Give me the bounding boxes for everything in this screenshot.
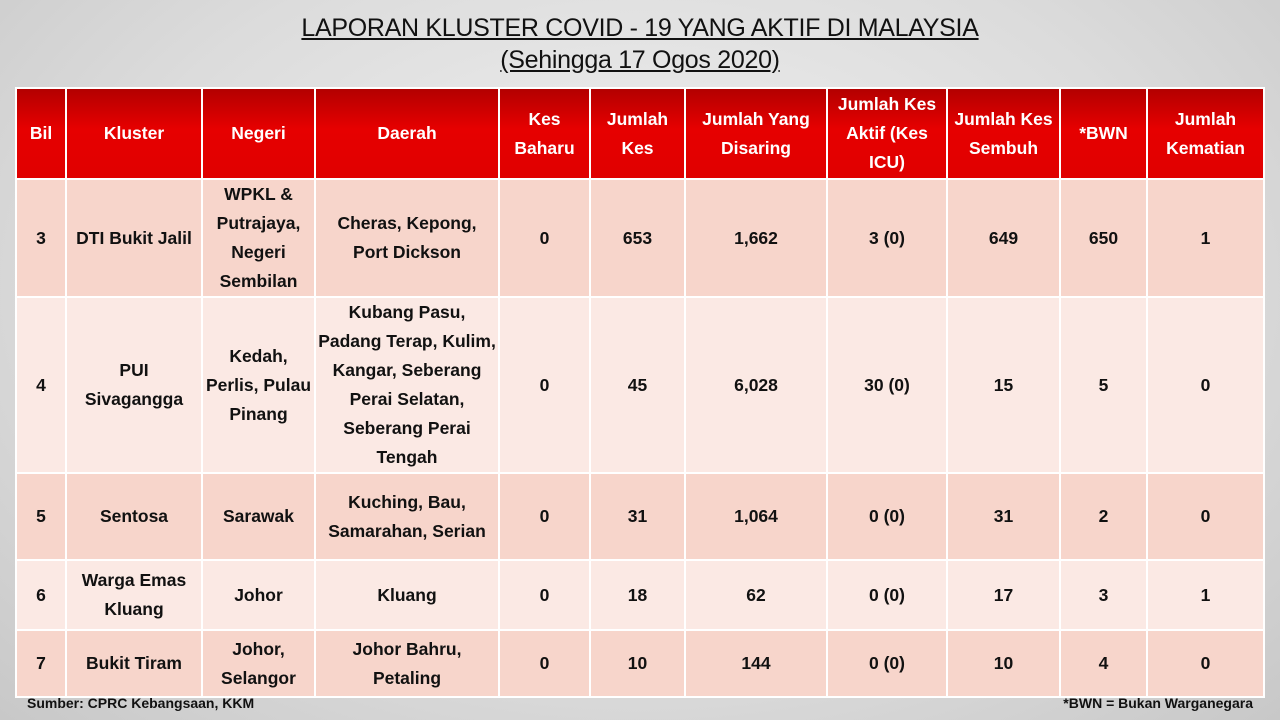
header-negeri: Negeri <box>201 87 316 180</box>
header-jumlah-kematian: Jumlah Kematian <box>1146 87 1265 180</box>
header-kluster: Kluster <box>65 87 203 180</box>
cluster-table: Bil Kluster Negeri Daerah Kes Baharu Jumlah K… <box>15 87 1265 698</box>
cell-daerah: Johor Bahru, Petaling <box>314 629 500 698</box>
cell-bil: 3 <box>15 178 67 298</box>
cell-kluster: PUI Sivagangga <box>65 296 203 474</box>
cell-jumlah-disaring: 144 <box>684 629 828 698</box>
header-daerah: Daerah <box>314 87 500 180</box>
cell-jumlah-kematian: 1 <box>1146 559 1265 631</box>
table-row: 7 Bukit Tiram Johor, Selangor Johor Bahru, … <box>15 629 1265 698</box>
cell-jumlah-kes: 653 <box>589 178 686 298</box>
cell-jumlah-kes-aktif: 3 (0) <box>826 178 948 298</box>
cell-daerah: Cheras, Kepong, Port Dickson <box>314 178 500 298</box>
cell-daerah: Kuching, Bau, Samarahan, Serian <box>314 472 500 561</box>
cell-daerah: Kubang Pasu, Padang Terap, Kulim, Kangar… <box>314 296 500 474</box>
cell-jumlah-disaring: 62 <box>684 559 828 631</box>
cell-bwn: 650 <box>1059 178 1148 298</box>
table-row: 4 PUI Sivagangga Kedah, Perlis, Pulau Pina… <box>15 296 1265 474</box>
cell-negeri: WPKL & Putrajaya, Negeri Sembilan <box>201 178 316 298</box>
cell-jumlah-kes: 10 <box>589 629 686 698</box>
table-row: 6 Warga Emas Kluang Johor Kluang 0 18 62 0 (0) 1… <box>15 559 1265 631</box>
cell-jumlah-kes-sembuh: 649 <box>946 178 1061 298</box>
cell-negeri: Sarawak <box>201 472 316 561</box>
cell-kes-baharu: 0 <box>498 296 591 474</box>
cell-kluster: DTI Bukit Jalil <box>65 178 203 298</box>
cell-jumlah-kes-aktif: 0 (0) <box>826 472 948 561</box>
cell-bwn: 5 <box>1059 296 1148 474</box>
cell-jumlah-disaring: 1,662 <box>684 178 828 298</box>
table-header: Bil Kluster Negeri Daerah Kes Baharu Jumlah K… <box>15 87 1265 180</box>
cell-daerah: Kluang <box>314 559 500 631</box>
cell-kluster: Warga Emas Kluang <box>65 559 203 631</box>
table-row: 5 Sentosa Sarawak Kuching, Bau, Samarahan, … <box>15 472 1265 561</box>
cell-jumlah-kes-sembuh: 17 <box>946 559 1061 631</box>
cell-jumlah-disaring: 1,064 <box>684 472 828 561</box>
table-row: 3 DTI Bukit Jalil WPKL & Putrajaya, Negeri… <box>15 178 1265 298</box>
cell-jumlah-kes-sembuh: 15 <box>946 296 1061 474</box>
cell-jumlah-kes-aktif: 0 (0) <box>826 629 948 698</box>
cell-jumlah-kes-sembuh: 10 <box>946 629 1061 698</box>
cell-negeri: Kedah, Perlis, Pulau Pinang <box>201 296 316 474</box>
cell-jumlah-kes: 31 <box>589 472 686 561</box>
cell-jumlah-kes-aktif: 30 (0) <box>826 296 948 474</box>
header-jumlah-kes-aktif: Jumlah Kes Aktif (Kes ICU) <box>826 87 948 180</box>
source-note: Sumber: CPRC Kebangsaan, KKM <box>27 695 255 711</box>
cell-negeri: Johor <box>201 559 316 631</box>
header-bwn: *BWN <box>1059 87 1148 180</box>
header-bil: Bil <box>15 87 67 180</box>
cell-bwn: 3 <box>1059 559 1148 631</box>
report-subtitle: (Sehingga 17 Ogos 2020) <box>500 46 780 74</box>
report-title: LAPORAN KLUSTER COVID - 19 YANG AKTIF DI… <box>301 14 979 42</box>
cell-bwn: 4 <box>1059 629 1148 698</box>
header-jumlah-kes: Jumlah Kes <box>589 87 686 180</box>
cell-kes-baharu: 0 <box>498 629 591 698</box>
header-kes-baharu: Kes Baharu <box>498 87 591 180</box>
cell-jumlah-kes-sembuh: 31 <box>946 472 1061 561</box>
cell-bil: 6 <box>15 559 67 631</box>
cell-bwn: 2 <box>1059 472 1148 561</box>
cell-jumlah-kematian: 1 <box>1146 178 1265 298</box>
cell-kes-baharu: 0 <box>498 472 591 561</box>
cell-kluster: Sentosa <box>65 472 203 561</box>
cell-bil: 5 <box>15 472 67 561</box>
cell-jumlah-kematian: 0 <box>1146 472 1265 561</box>
header-jumlah-kes-sembuh: Jumlah Kes Sembuh <box>946 87 1061 180</box>
cell-kes-baharu: 0 <box>498 559 591 631</box>
cell-jumlah-kes: 45 <box>589 296 686 474</box>
bwn-note: *BWN = Bukan Warganegara <box>1063 695 1253 711</box>
cell-jumlah-kematian: 0 <box>1146 296 1265 474</box>
cell-jumlah-disaring: 6,028 <box>684 296 828 474</box>
cell-kes-baharu: 0 <box>498 178 591 298</box>
cell-bil: 4 <box>15 296 67 474</box>
cell-bil: 7 <box>15 629 67 698</box>
cell-negeri: Johor, Selangor <box>201 629 316 698</box>
cell-kluster: Bukit Tiram <box>65 629 203 698</box>
cell-jumlah-kes: 18 <box>589 559 686 631</box>
header-jumlah-disaring: Jumlah Yang Disaring <box>684 87 828 180</box>
cell-jumlah-kes-aktif: 0 (0) <box>826 559 948 631</box>
cell-jumlah-kematian: 0 <box>1146 629 1265 698</box>
